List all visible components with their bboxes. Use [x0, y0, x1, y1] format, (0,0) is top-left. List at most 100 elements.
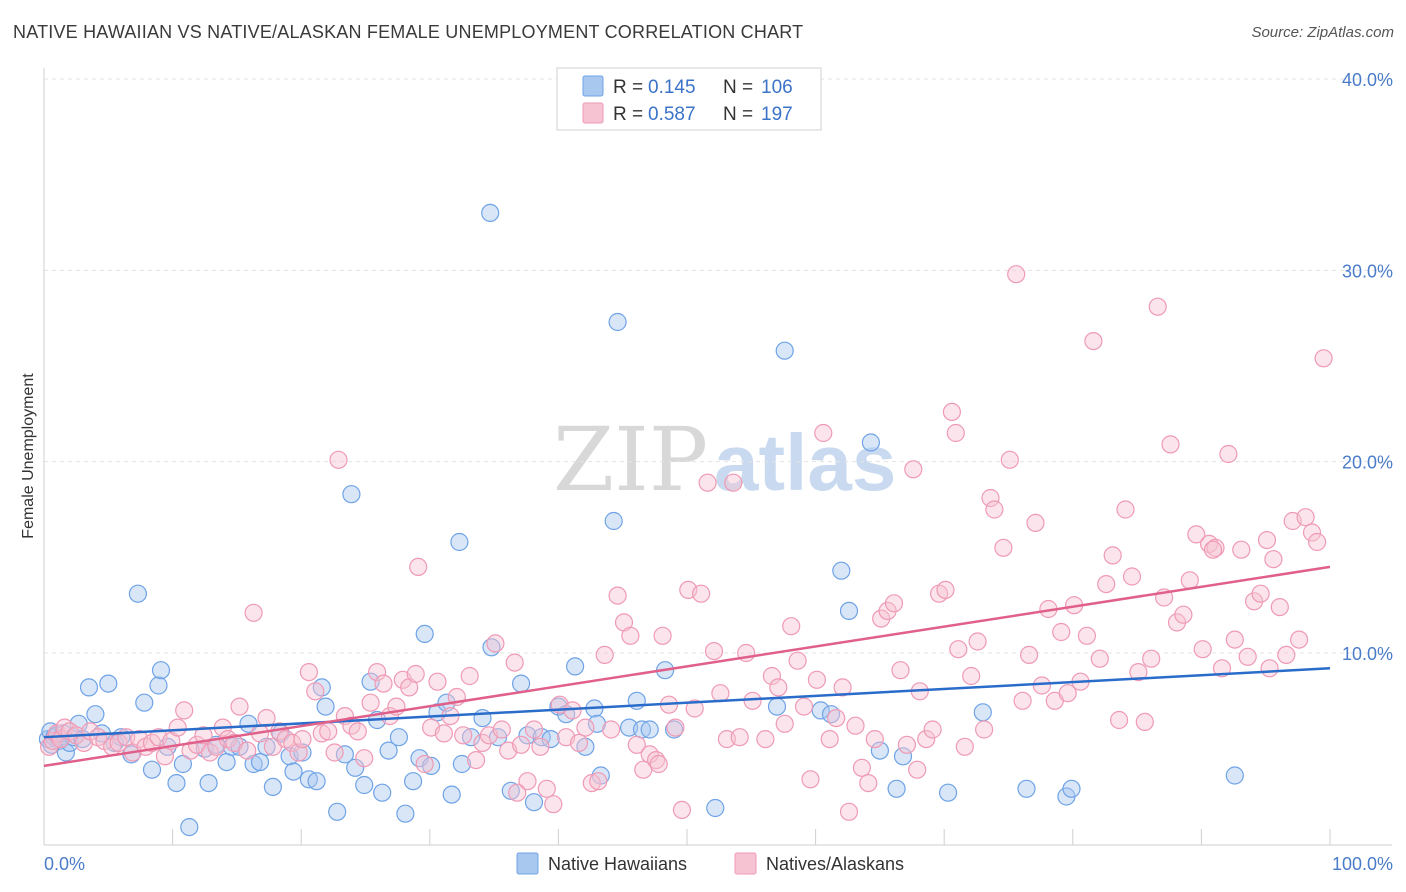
data-point	[1090, 649, 1109, 668]
data-point	[128, 584, 147, 603]
data-point	[374, 674, 393, 693]
data-point	[244, 603, 263, 622]
data-point	[576, 718, 595, 737]
legend-n-value-1: 197	[761, 104, 793, 125]
data-point	[893, 747, 913, 766]
data-point	[666, 718, 685, 737]
data-point	[442, 785, 461, 804]
data-point	[839, 802, 859, 821]
data-point	[544, 795, 563, 814]
series-natives-alaskans	[39, 265, 1333, 821]
data-point	[640, 720, 659, 739]
data-point	[1314, 349, 1333, 368]
data-point	[938, 783, 958, 802]
data-point	[691, 584, 711, 603]
data-point	[859, 773, 878, 793]
data-point	[79, 678, 99, 697]
data-point	[1180, 571, 1199, 590]
data-point	[1244, 592, 1264, 611]
data-point	[56, 743, 76, 762]
data-point	[307, 772, 326, 791]
data-point	[833, 678, 852, 697]
data-point	[1270, 597, 1289, 617]
data-point	[238, 741, 257, 760]
data-point	[173, 754, 192, 774]
x-tick-label-start: 0.0%	[44, 854, 85, 874]
legend-n-label-1: N =	[723, 104, 753, 125]
data-point	[342, 485, 361, 504]
legend-r-label-0: R =	[613, 77, 643, 98]
data-point	[621, 626, 640, 645]
data-point	[389, 728, 408, 747]
data-point	[263, 777, 282, 797]
data-point	[1187, 525, 1206, 544]
data-point	[142, 760, 162, 779]
data-point	[473, 733, 492, 753]
data-point	[1251, 584, 1270, 603]
data-point	[306, 682, 325, 701]
data-point	[878, 601, 897, 621]
data-point	[685, 699, 704, 718]
data-point	[1307, 532, 1327, 552]
data-point	[582, 773, 601, 793]
data-point	[801, 770, 820, 789]
data-point	[608, 586, 627, 605]
data-point	[1058, 684, 1077, 703]
data-point	[149, 676, 168, 695]
data-point	[994, 538, 1013, 557]
data-point	[1077, 626, 1097, 645]
data-point	[293, 729, 312, 749]
data-point	[505, 653, 524, 672]
trend-line-hawaiians	[43, 667, 1331, 739]
data-point	[1174, 605, 1193, 624]
data-point	[460, 666, 479, 686]
data-point	[955, 737, 974, 756]
data-point	[1225, 630, 1244, 649]
data-point	[1103, 546, 1122, 565]
data-point	[917, 729, 936, 749]
series-legend: Native Hawaiians Natives/Alaskans	[516, 852, 904, 875]
data-point	[1097, 574, 1116, 594]
data-point	[1000, 450, 1019, 469]
data-point	[569, 733, 589, 753]
legend-swatch-alaskans	[582, 102, 604, 124]
data-point	[524, 720, 544, 739]
data-point	[985, 500, 1004, 519]
data-point	[1142, 649, 1161, 668]
data-point	[230, 697, 249, 716]
data-point	[767, 697, 787, 716]
chart-title: NATIVE HAWAIIAN VS NATIVE/ALASKAN FEMALE…	[13, 22, 804, 42]
data-point	[775, 714, 794, 733]
data-point	[434, 724, 453, 743]
data-point	[415, 754, 434, 774]
data-point	[428, 672, 447, 691]
data-point	[518, 772, 537, 791]
data-point	[827, 708, 846, 728]
data-point	[923, 720, 942, 739]
data-point	[1277, 645, 1296, 665]
correlation-legend: R = 0.145 N = 106 R = 0.587 N = 197	[556, 67, 822, 131]
data-point	[312, 724, 331, 743]
data-point	[325, 743, 344, 762]
data-point	[608, 312, 627, 332]
data-point	[968, 632, 987, 651]
chart-source: Source: ZipAtlas.com	[1251, 24, 1394, 41]
data-point	[942, 402, 962, 421]
data-point	[891, 661, 910, 680]
data-point	[379, 741, 398, 760]
data-point	[481, 203, 500, 222]
data-point	[704, 641, 724, 661]
data-point	[1203, 540, 1223, 559]
trend-lines	[43, 565, 1331, 768]
data-point	[946, 423, 965, 443]
data-point	[531, 737, 550, 756]
bottom-legend-swatch-alaskans	[734, 852, 757, 875]
data-point	[404, 772, 423, 791]
data-point	[1013, 691, 1032, 710]
data-point	[168, 718, 187, 737]
data-point	[355, 749, 374, 768]
bottom-legend-swatch-hawaiians	[516, 852, 539, 875]
data-point	[949, 640, 968, 659]
y-tick-label-10: 10.0%	[1342, 644, 1393, 664]
